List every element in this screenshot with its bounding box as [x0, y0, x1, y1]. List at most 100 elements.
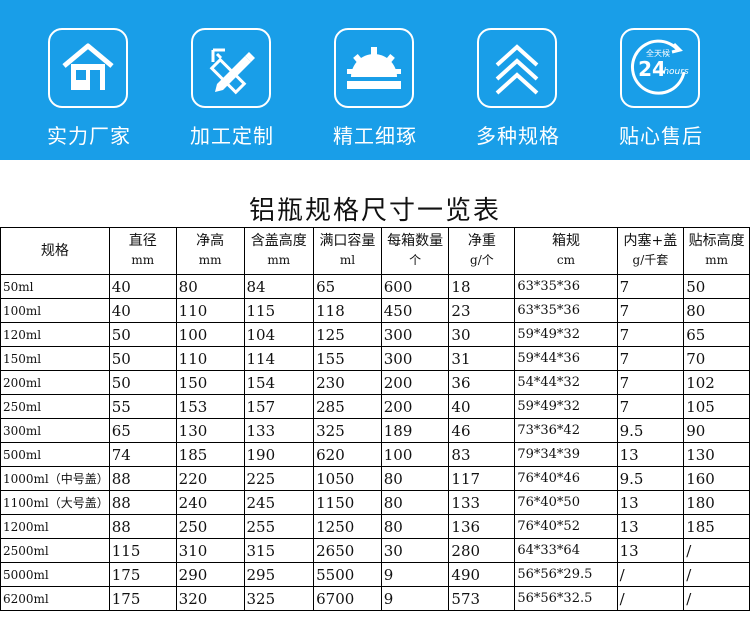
table-cell: /	[683, 538, 750, 563]
table-row: 300ml 65 130 133 325 189 46 73*36*42 9.5 90	[0, 418, 750, 443]
table-title: 铝瓶规格尺寸一览表	[248, 196, 501, 226]
table-cell: 50	[108, 322, 177, 347]
column-header-unit: mm	[198, 253, 222, 267]
table-cell: 88	[108, 490, 177, 515]
table-cell: 7	[616, 322, 685, 347]
table-cell: 80	[683, 298, 750, 323]
column-header: 规格	[0, 227, 110, 275]
table-header-row: 规格 直径 mm 净高 mm 含盖高度 mm 满口容量 ml 每箱数量个 净重 g/个 箱规 cm 内塞+盖…	[0, 227, 750, 275]
table-cell: 1050	[313, 466, 382, 491]
table-cell: 2650	[313, 538, 382, 563]
table-cell: 220	[175, 466, 245, 491]
table-cell: 40	[108, 274, 177, 299]
table-cell: 285	[313, 394, 382, 419]
column-header: 净重 g/个	[448, 227, 516, 275]
table-cell: 295	[243, 562, 315, 587]
table-cell: 31	[448, 346, 516, 371]
table-cell: /	[616, 586, 685, 611]
table-cell: 63*35*36	[514, 274, 618, 299]
table-cell: 315	[243, 538, 315, 563]
table-cell: 105	[683, 394, 750, 419]
table-row: 250ml 55 153 157 285 200 40 59*49*32 7 105	[0, 394, 750, 419]
table-cell: 157	[243, 394, 315, 419]
table-cell: 9.5	[616, 418, 685, 443]
column-header-label: 净高	[196, 233, 225, 249]
table-cell: 56*56*32.5	[514, 586, 618, 611]
table-cell: 280	[448, 538, 516, 563]
table-cell: 65	[108, 418, 177, 443]
feature-banner: 实力厂家 加工定制	[0, 0, 750, 160]
table-cell: 13	[616, 490, 685, 515]
feature-label: 实力厂家	[47, 124, 131, 148]
table-row: 150ml 50 110 114 155 300 31 59*44*36 7 70	[0, 346, 750, 371]
table-cell: 153	[175, 394, 245, 419]
spec-name-cell: 1100ml（大号盖）	[0, 490, 110, 515]
table-cell: /	[616, 562, 685, 587]
spec-name-cell: 200ml	[0, 370, 110, 395]
column-header: 贴标高度 mm	[683, 227, 750, 275]
table-cell: 130	[683, 442, 750, 467]
column-header-unit: ml	[339, 253, 356, 267]
table-cell: 104	[243, 322, 315, 347]
table-cell: 54*44*32	[514, 370, 618, 395]
table-cell: 620	[313, 442, 382, 467]
table-row: 500ml 74 185 190 620 100 83 79*34*39 13 130	[0, 442, 750, 467]
table-cell: 1250	[313, 514, 382, 539]
column-header-unit: 个	[409, 253, 422, 267]
table-cell: 7	[616, 274, 685, 299]
table-cell: 36	[448, 370, 516, 395]
badge-unit-text: hours	[663, 67, 689, 77]
feature-sizes: 多种规格	[470, 28, 566, 152]
feature-label: 贴心售后	[619, 124, 703, 148]
table-cell: 130	[175, 418, 245, 443]
table-cell: 175	[108, 562, 177, 587]
24-hours-service-icon: 全天候 24 hours	[620, 28, 700, 108]
table-cell: 80	[380, 514, 450, 539]
table-cell: 56*56*29.5	[514, 562, 618, 587]
table-cell: 118	[313, 298, 382, 323]
table-cell: 1150	[313, 490, 382, 515]
table-cell: 6700	[313, 586, 382, 611]
table-cell: 189	[380, 418, 450, 443]
table-cell: 160	[683, 466, 750, 491]
column-header-unit: g/千套	[632, 253, 669, 267]
table-cell: 600	[380, 274, 450, 299]
table-cell: 79*34*39	[514, 442, 618, 467]
table-cell: 50	[108, 346, 177, 371]
column-header-label: 含盖高度	[250, 233, 307, 249]
table-cell: 9.5	[616, 466, 685, 491]
table-cell: 136	[448, 514, 516, 539]
column-header-unit: mm	[267, 253, 291, 267]
feature-label: 加工定制	[190, 124, 274, 148]
table-cell: 255	[243, 514, 315, 539]
feature-custom: 加工定制	[184, 28, 280, 152]
table-cell: 185	[683, 514, 750, 539]
table-cell: 80	[380, 490, 450, 515]
table-cell: 76*40*46	[514, 466, 618, 491]
table-cell: 63*35*36	[514, 298, 618, 323]
table-cell: 64*33*64	[514, 538, 618, 563]
table-cell: 180	[683, 490, 750, 515]
table-cell: 114	[243, 346, 315, 371]
table-cell: 125	[313, 322, 382, 347]
column-header-label: 净重	[467, 233, 496, 249]
gear-precision-icon	[334, 28, 414, 108]
column-header-unit: g/个	[470, 253, 494, 267]
spec-name-cell: 120ml	[0, 322, 110, 347]
spec-name-cell: 100ml	[0, 298, 110, 323]
table-row: 120ml 50 100 104 125 300 30 59*49*32 7 65	[0, 322, 750, 347]
table-cell: 320	[175, 586, 245, 611]
table-cell: 490	[448, 562, 516, 587]
table-cell: 59*49*32	[514, 322, 618, 347]
table-cell: 80	[175, 274, 245, 299]
table-cell: 9	[380, 562, 450, 587]
table-cell: 65	[683, 322, 750, 347]
spec-name-cell: 1200ml	[0, 514, 110, 539]
table-cell: 13	[616, 442, 685, 467]
spec-name-cell: 2500ml	[0, 538, 110, 563]
feature-precision: 精工细琢	[327, 28, 423, 152]
table-cell: 117	[448, 466, 516, 491]
column-header-label: 贴标高度	[688, 233, 745, 249]
column-header: 内塞+盖 g/千套	[616, 227, 685, 275]
table-cell: 450	[380, 298, 450, 323]
